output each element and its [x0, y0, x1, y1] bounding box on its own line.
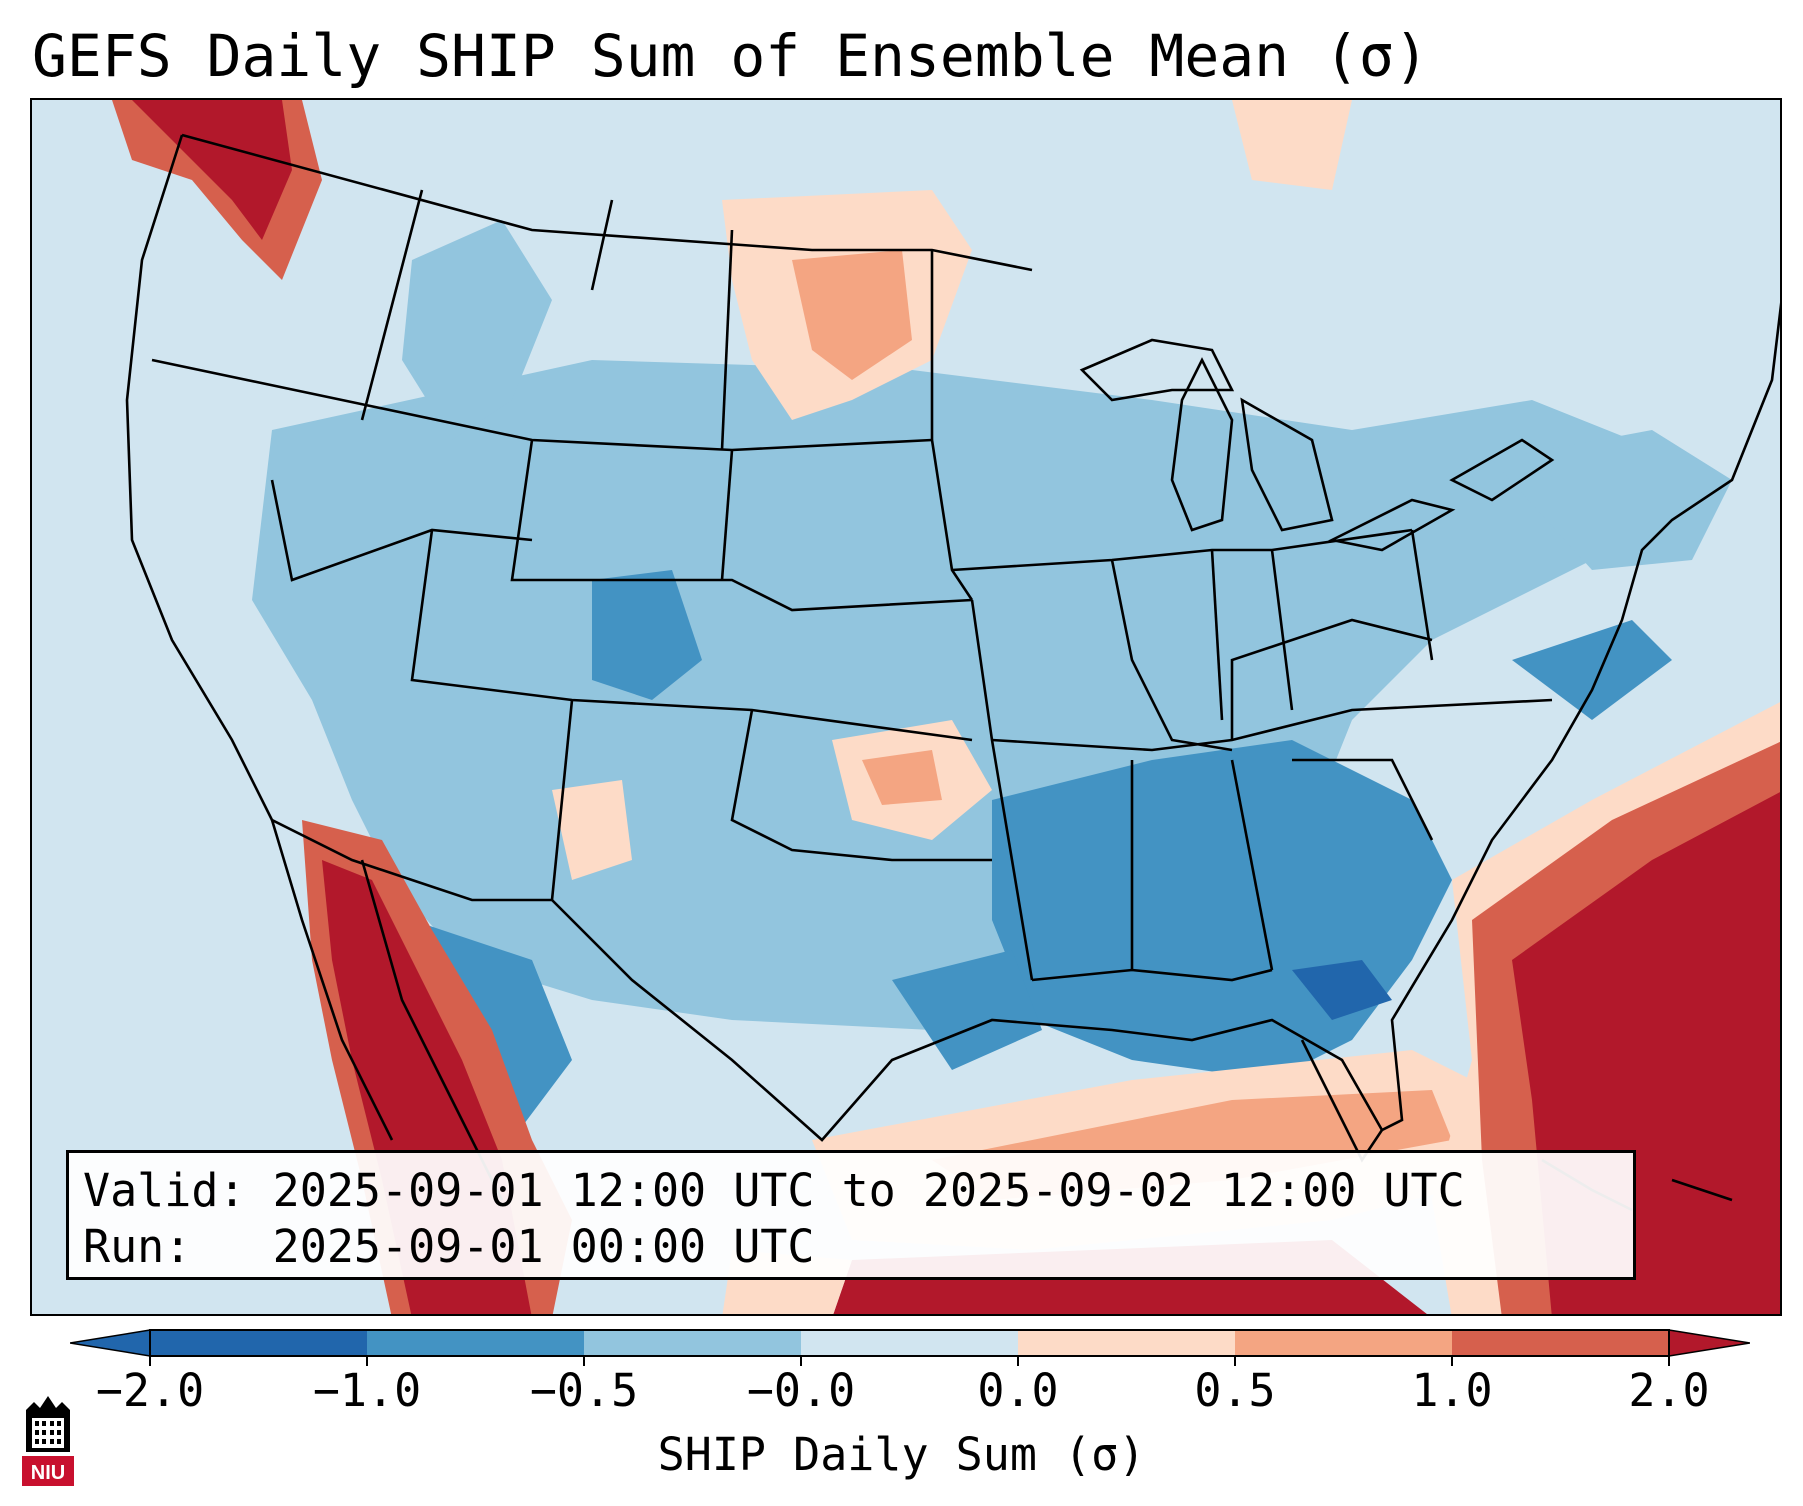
map-title: GEFS Daily SHIP Sum of Ensemble Mean (σ)	[32, 22, 1429, 90]
colorbar-bin-6	[1235, 1330, 1452, 1356]
colorbar-extend-low	[70, 1329, 151, 1357]
colorbar-tick-label: 0.0	[977, 1364, 1059, 1417]
logo-text: NIU	[31, 1462, 65, 1484]
colorbar-tick-label: 2.0	[1628, 1364, 1710, 1417]
colorbar-bin-2	[367, 1330, 584, 1356]
map-canvas	[112, 100, 1780, 1314]
colorbar-tick-label: −2.0	[95, 1364, 205, 1417]
colorbar-tick-label: −0.5	[529, 1364, 639, 1417]
anomaly-field	[112, 100, 1780, 1314]
colorbar	[70, 1329, 1750, 1366]
colorbar-label: SHIP Daily Sum (σ)	[657, 1428, 1146, 1481]
niu-logo: NIU	[22, 1396, 74, 1486]
colorbar-bin-1	[150, 1330, 367, 1356]
colorbar-tick-label: 0.5	[1194, 1364, 1276, 1417]
colorbar-tick-label: −0.0	[746, 1364, 856, 1417]
colorbar-bin-7	[1452, 1330, 1669, 1356]
boundaries	[125, 133, 1780, 1212]
map-panel[interactable]	[30, 98, 1782, 1316]
colorbar-extend-high	[1668, 1329, 1750, 1357]
colorbar-bin-4	[801, 1330, 1018, 1356]
colorbar-tick-label: −1.0	[312, 1364, 422, 1417]
colorbar-tick-label: 1.0	[1411, 1364, 1493, 1417]
valid-time-text: Valid: 2025-09-01 12:00 UTC to 2025-09-0…	[83, 1164, 1465, 1217]
validity-info-box: Valid: 2025-09-01 12:00 UTC to 2025-09-0…	[66, 1150, 1636, 1280]
colorbar-bin-5	[1018, 1330, 1235, 1356]
run-time-text: Run: 2025-09-01 00:00 UTC	[83, 1220, 815, 1273]
colorbar-bin-3	[584, 1330, 801, 1356]
